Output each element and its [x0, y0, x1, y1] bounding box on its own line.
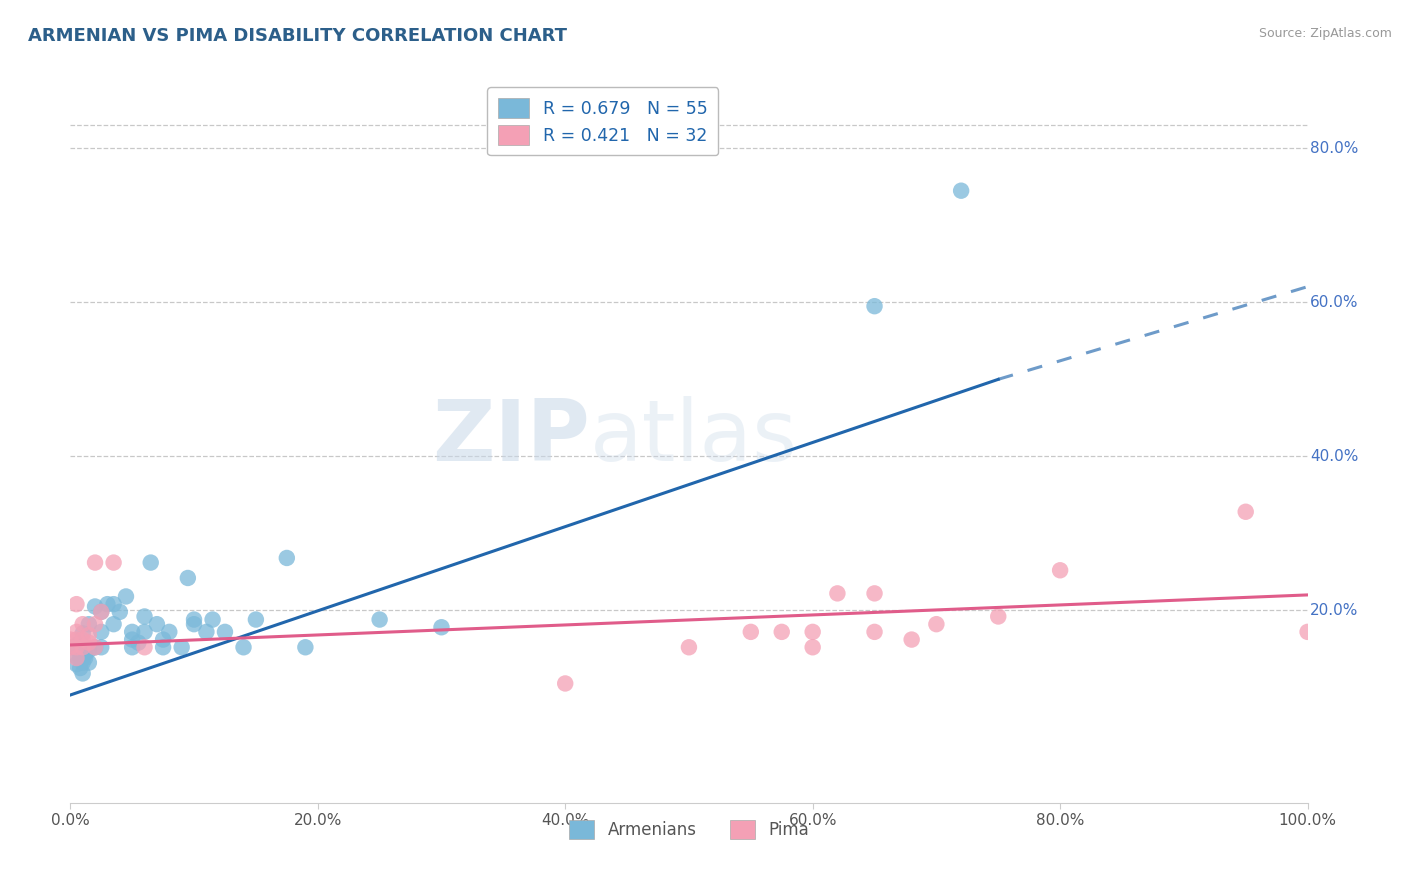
Point: [801, 640, 824, 655]
Point: [77, 628, 100, 642]
Point: [69, 649, 91, 664]
Point: [294, 640, 316, 655]
Point: [554, 676, 576, 690]
Point: [170, 640, 193, 655]
Point: [134, 624, 156, 639]
Point: [103, 597, 125, 611]
Point: [96, 597, 118, 611]
Point: [65, 597, 87, 611]
Point: [77, 635, 100, 649]
Text: ARMENIAN VS PIMA DISABILITY CORRELATION CHART: ARMENIAN VS PIMA DISABILITY CORRELATION …: [28, 27, 567, 45]
Point: [65, 641, 87, 656]
Point: [72, 666, 94, 681]
Point: [245, 613, 267, 627]
Point: [90, 605, 112, 619]
Point: [121, 624, 143, 639]
Point: [276, 551, 298, 566]
Point: [183, 617, 205, 632]
Point: [69, 661, 91, 675]
Point: [65, 638, 87, 652]
Point: [183, 613, 205, 627]
Point: [139, 556, 162, 570]
Point: [65, 649, 87, 664]
Point: [152, 640, 174, 655]
Point: [157, 624, 180, 639]
Point: [1049, 563, 1071, 577]
Point: [152, 632, 174, 647]
Text: Source: ZipAtlas.com: Source: ZipAtlas.com: [1258, 27, 1392, 40]
Point: [77, 656, 100, 670]
Point: [75, 640, 97, 655]
Point: [863, 586, 886, 600]
Point: [84, 556, 107, 570]
Point: [69, 643, 91, 657]
Point: [65, 651, 87, 665]
Point: [801, 624, 824, 639]
Text: atlas: atlas: [591, 395, 799, 479]
Point: [740, 624, 762, 639]
Point: [827, 586, 849, 600]
Point: [72, 617, 94, 632]
Point: [65, 657, 87, 672]
Point: [84, 599, 107, 614]
Point: [863, 299, 886, 313]
Point: [950, 184, 973, 198]
Point: [84, 640, 107, 655]
Point: [65, 624, 87, 639]
Text: 20.0%: 20.0%: [1310, 603, 1358, 618]
Point: [75, 651, 97, 665]
Point: [69, 635, 91, 649]
Legend: Armenians, Pima: Armenians, Pima: [562, 814, 815, 846]
Point: [678, 640, 700, 655]
Point: [195, 624, 218, 639]
Point: [430, 620, 453, 634]
Point: [770, 624, 793, 639]
Point: [59, 640, 82, 655]
Point: [987, 609, 1010, 624]
Point: [900, 632, 922, 647]
Point: [232, 640, 254, 655]
Text: 60.0%: 60.0%: [1310, 295, 1358, 310]
Point: [90, 605, 112, 619]
Point: [77, 617, 100, 632]
Point: [1234, 505, 1257, 519]
Point: [177, 571, 200, 585]
Point: [103, 556, 125, 570]
Point: [84, 617, 107, 632]
Text: ZIP: ZIP: [432, 395, 591, 479]
Point: [115, 590, 138, 604]
Point: [75, 647, 97, 661]
Point: [72, 626, 94, 640]
Text: 40.0%: 40.0%: [1310, 449, 1358, 464]
Point: [77, 643, 100, 657]
Point: [134, 640, 156, 655]
Point: [84, 640, 107, 655]
Text: 80.0%: 80.0%: [1310, 141, 1358, 156]
Point: [72, 632, 94, 647]
Point: [72, 656, 94, 670]
Point: [108, 605, 131, 619]
Point: [863, 624, 886, 639]
Point: [134, 609, 156, 624]
Point: [925, 617, 948, 632]
Point: [72, 651, 94, 665]
Point: [72, 641, 94, 656]
Point: [201, 613, 224, 627]
Point: [72, 640, 94, 655]
Point: [65, 632, 87, 647]
Point: [59, 632, 82, 647]
Point: [103, 617, 125, 632]
Point: [127, 635, 149, 649]
Point: [121, 640, 143, 655]
Point: [1296, 624, 1319, 639]
Point: [90, 640, 112, 655]
Point: [90, 624, 112, 639]
Point: [214, 624, 236, 639]
Point: [121, 632, 143, 647]
Point: [368, 613, 391, 627]
Point: [65, 640, 87, 655]
Point: [146, 617, 169, 632]
